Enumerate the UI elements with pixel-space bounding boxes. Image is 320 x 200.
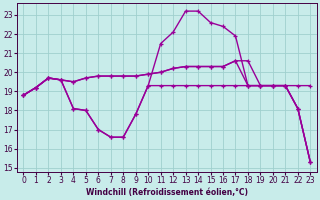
X-axis label: Windchill (Refroidissement éolien,°C): Windchill (Refroidissement éolien,°C) <box>86 188 248 197</box>
